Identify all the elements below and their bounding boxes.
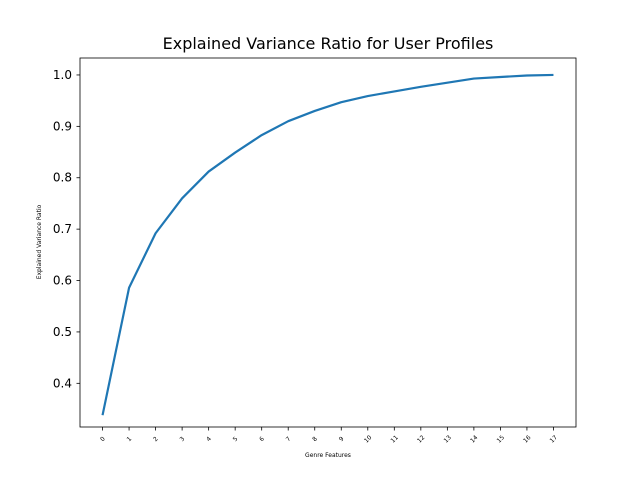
x-tick-label: 13 [443, 434, 453, 444]
x-tick-label: 16 [522, 434, 532, 444]
y-axis: 0.4 0.5 0.6 0.7 0.8 0.9 1.0 [53, 68, 80, 390]
y-tick-label: 1.0 [53, 68, 72, 82]
x-tick-label: 9 [338, 435, 346, 443]
x-tick-label: 1 [126, 435, 134, 443]
x-tick-label: 17 [549, 434, 559, 444]
x-tick-label: 2 [152, 435, 160, 443]
x-tick-label: 0 [99, 435, 107, 443]
y-tick-label: 0.8 [53, 171, 72, 185]
x-tick-label: 8 [311, 435, 319, 443]
y-tick-label: 0.4 [53, 376, 72, 390]
y-axis-label: Explained Variance Ratio [36, 204, 43, 279]
chart-title: Explained Variance Ratio for User Profil… [163, 34, 494, 53]
x-tick-label: 10 [363, 434, 373, 444]
x-tick-label: 15 [496, 434, 506, 444]
x-tick-label: 7 [285, 435, 293, 443]
x-tick-label: 12 [416, 434, 426, 444]
x-tick-label: 11 [389, 434, 399, 444]
x-tick-label: 4 [205, 435, 213, 443]
plot-area [79, 57, 577, 428]
x-tick-label: 6 [258, 435, 266, 443]
x-tick-label: 14 [469, 434, 479, 444]
y-tick-label: 0.6 [53, 274, 72, 288]
axes-frame [79, 57, 577, 428]
x-tick-label: 3 [179, 435, 187, 443]
x-tick-label: 5 [232, 435, 240, 443]
y-tick-label: 0.7 [53, 222, 72, 236]
series-line [101, 73, 554, 416]
series-points [102, 74, 554, 416]
y-tick-label: 0.5 [53, 325, 72, 339]
x-axis-label: Genre Features [305, 452, 351, 459]
x-axis: 0 1 2 3 4 5 6 7 8 9 10 11 12 13 14 15 16 17 [99, 427, 559, 445]
y-tick-label: 0.9 [53, 119, 72, 133]
